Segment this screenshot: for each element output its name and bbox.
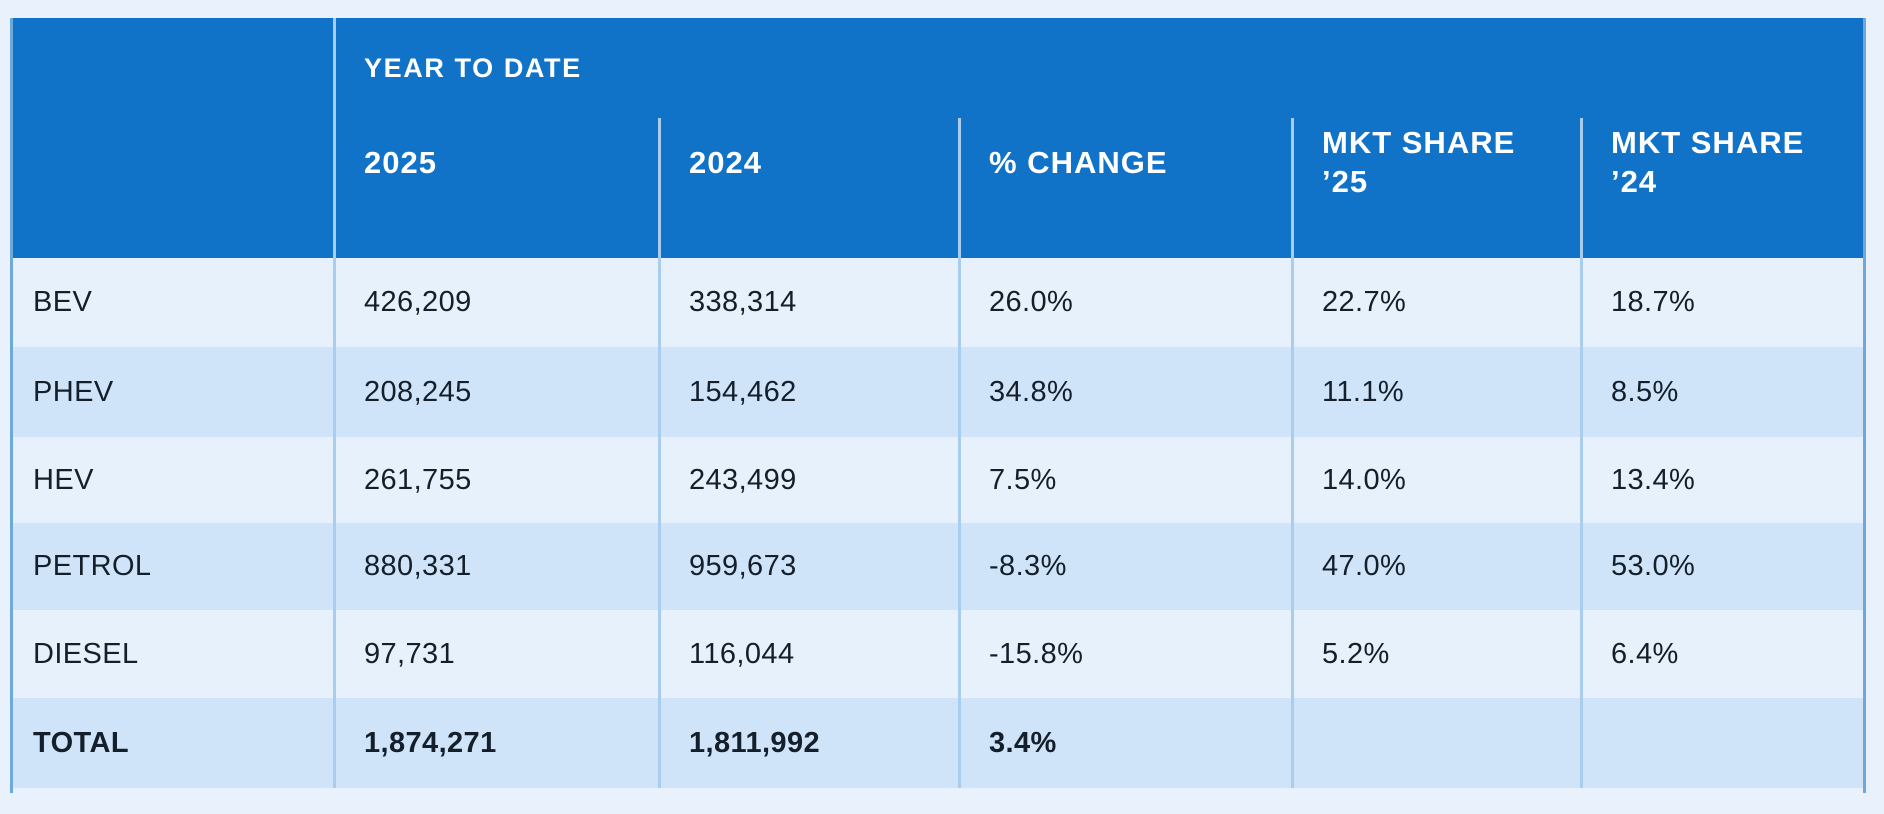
- cell-2024: 338,314: [658, 258, 958, 347]
- cell-pct-change: 3.4%: [958, 698, 1291, 788]
- cell-mkt-share-25: 11.1%: [1291, 347, 1580, 437]
- cell-pct-change: 26.0%: [958, 258, 1291, 347]
- cell-2024: 116,044: [658, 610, 958, 698]
- powertrain-registrations-table: YEAR TO DATE 2025 2024 % CHANGE MKT SHAR…: [10, 18, 1866, 793]
- row-label: BEV: [13, 258, 336, 347]
- column-header-mkt-share-24-line1: MKT SHARE: [1611, 125, 1805, 160]
- group-header-label: YEAR TO DATE: [364, 52, 582, 83]
- cell-mkt-share-24: 8.5%: [1580, 347, 1863, 437]
- column-header-mkt-share-25-line1: MKT SHARE: [1322, 125, 1516, 160]
- cell-mkt-share-25: 5.2%: [1291, 610, 1580, 698]
- cell-pct-change: -15.8%: [958, 610, 1291, 698]
- column-header-mkt-share-24: MKT SHARE ’24: [1580, 118, 1863, 258]
- cell-2025: 208,245: [364, 375, 472, 408]
- corner-cell: [13, 18, 336, 258]
- table-row-phev: PHEV 208,245 154,462 34.8% 11.1% 8.5%: [13, 347, 1863, 437]
- cell-2024: 1,811,992: [658, 698, 958, 788]
- table-row-hev: HEV 261,755 243,499 7.5% 14.0% 13.4%: [13, 437, 1863, 523]
- column-header-mkt-share-25: MKT SHARE ’25: [1291, 118, 1580, 258]
- cell-2024: 959,673: [658, 523, 958, 610]
- row-label: DIESEL: [13, 610, 336, 698]
- group-header-cell: YEAR TO DATE: [336, 18, 1863, 118]
- cell-2025: 880,331: [364, 550, 472, 582]
- cell-2024: 154,462: [658, 347, 958, 437]
- column-header-mkt-share-25-line2: ’25: [1322, 164, 1369, 199]
- column-header-2025: 2025: [336, 118, 658, 258]
- row-label: TOTAL: [13, 698, 336, 788]
- column-header-mkt-share-24-line2: ’24: [1611, 164, 1658, 199]
- cell-pct-change: 34.8%: [958, 347, 1291, 437]
- table-row-petrol: PETROL 880,331 959,673 -8.3% 47.0% 53.0%: [13, 523, 1863, 610]
- cell-pct-change: 7.5%: [958, 437, 1291, 523]
- cell-2025: 1,874,271: [364, 726, 497, 759]
- table-row-total: TOTAL 1,874,271 1,811,992 3.4%: [13, 698, 1863, 788]
- cell-mkt-share-25: 22.7%: [1291, 258, 1580, 347]
- cell-mkt-share-25: 14.0%: [1291, 437, 1580, 523]
- cell-2024: 243,499: [658, 437, 958, 523]
- cell-2025: 426,209: [364, 286, 472, 318]
- cell-pct-change: -8.3%: [958, 523, 1291, 610]
- cell-mkt-share-25: [1291, 698, 1580, 788]
- cell-2025: 97,731: [364, 637, 456, 670]
- column-header-2024: 2024: [658, 118, 958, 258]
- column-header-pct-change: % CHANGE: [958, 118, 1291, 258]
- cell-2025: 261,755: [364, 463, 472, 496]
- row-label: PHEV: [13, 347, 336, 437]
- cell-mkt-share-25: 47.0%: [1291, 523, 1580, 610]
- cell-mkt-share-24: [1580, 698, 1863, 788]
- column-header-pct-change-label: % CHANGE: [989, 144, 1168, 180]
- row-label: HEV: [13, 437, 336, 523]
- table-row-diesel: DIESEL 97,731 116,044 -15.8% 5.2% 6.4%: [13, 610, 1863, 698]
- column-header-2025-label: 2025: [364, 144, 437, 180]
- column-header-2024-label: 2024: [689, 144, 762, 180]
- cell-mkt-share-24: 18.7%: [1580, 258, 1863, 347]
- cell-mkt-share-24: 6.4%: [1580, 610, 1863, 698]
- cell-mkt-share-24: 53.0%: [1580, 523, 1863, 610]
- row-label: PETROL: [13, 523, 336, 610]
- cell-mkt-share-24: 13.4%: [1580, 437, 1863, 523]
- table-header: YEAR TO DATE 2025 2024 % CHANGE MKT SHAR…: [13, 18, 1863, 258]
- table-row-bev: BEV 426,209 338,314 26.0% 22.7% 18.7%: [13, 258, 1863, 347]
